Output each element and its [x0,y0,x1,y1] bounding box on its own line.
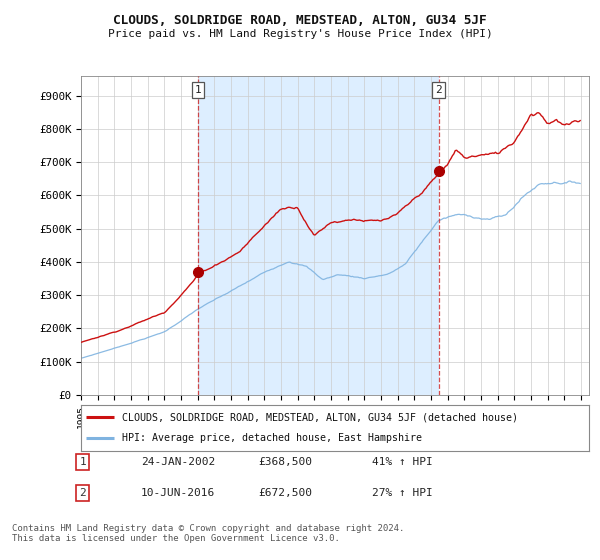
Text: CLOUDS, SOLDRIDGE ROAD, MEDSTEAD, ALTON, GU34 5JF (detached house): CLOUDS, SOLDRIDGE ROAD, MEDSTEAD, ALTON,… [122,412,518,422]
Text: Contains HM Land Registry data © Crown copyright and database right 2024.
This d: Contains HM Land Registry data © Crown c… [12,524,404,543]
Text: HPI: Average price, detached house, East Hampshire: HPI: Average price, detached house, East… [122,433,422,444]
Text: 27% ↑ HPI: 27% ↑ HPI [372,488,433,498]
Bar [199,76,439,395]
Text: 2: 2 [435,85,442,95]
Text: 24-JAN-2002: 24-JAN-2002 [141,457,215,467]
Text: 41% ↑ HPI: 41% ↑ HPI [372,457,433,467]
Text: 10-JUN-2016: 10-JUN-2016 [141,488,215,498]
Text: £672,500: £672,500 [258,488,312,498]
Text: CLOUDS, SOLDRIDGE ROAD, MEDSTEAD, ALTON, GU34 5JF: CLOUDS, SOLDRIDGE ROAD, MEDSTEAD, ALTON,… [113,14,487,27]
Text: 1: 1 [195,85,202,95]
Text: 1: 1 [79,457,86,467]
Text: 2: 2 [79,488,86,498]
Text: £368,500: £368,500 [258,457,312,467]
Text: Price paid vs. HM Land Registry's House Price Index (HPI): Price paid vs. HM Land Registry's House … [107,29,493,39]
